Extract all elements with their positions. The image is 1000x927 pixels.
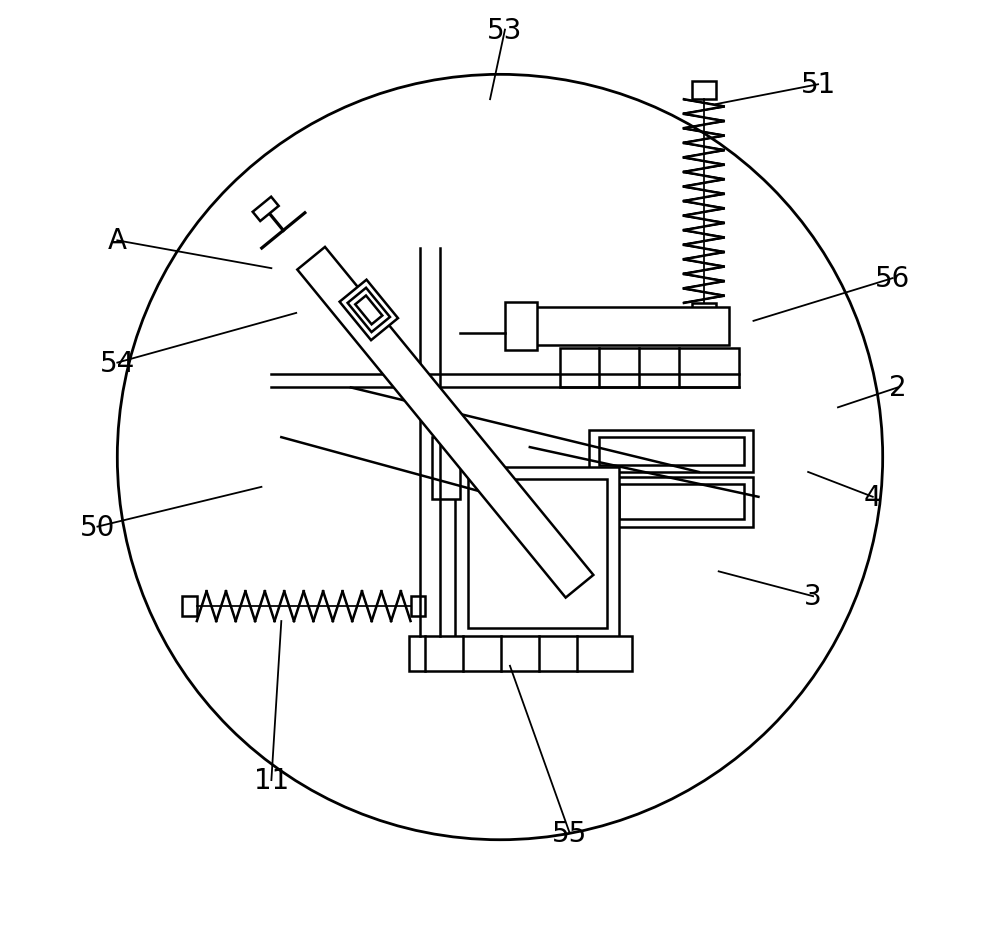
Text: 53: 53 [487,17,523,44]
Polygon shape [684,246,724,253]
Polygon shape [236,591,245,621]
Polygon shape [684,180,724,187]
Polygon shape [684,136,724,144]
Bar [535,308,729,346]
Polygon shape [381,591,391,621]
Polygon shape [297,248,593,598]
Bar [432,438,460,500]
Polygon shape [343,591,352,621]
Polygon shape [372,591,381,621]
Bar [609,477,753,527]
Text: 51: 51 [800,71,836,99]
Polygon shape [304,591,313,621]
Polygon shape [684,282,724,289]
Polygon shape [197,591,207,621]
Polygon shape [684,195,724,202]
Polygon shape [207,591,216,621]
Text: 56: 56 [875,265,910,293]
Bar [619,484,744,519]
Polygon shape [684,144,724,151]
Polygon shape [684,159,724,166]
Polygon shape [684,202,724,210]
Bar [692,304,716,322]
Bar [589,431,753,473]
Polygon shape [226,591,236,621]
Text: 4: 4 [864,483,882,512]
Bar [560,349,739,388]
Polygon shape [355,297,382,325]
Bar [455,467,619,641]
Polygon shape [265,591,275,621]
Text: 50: 50 [80,513,115,541]
Polygon shape [684,260,724,267]
Polygon shape [216,591,226,621]
Polygon shape [684,274,724,282]
Bar [409,636,632,671]
Polygon shape [333,591,343,621]
Polygon shape [275,591,284,621]
Polygon shape [684,121,724,129]
Text: 54: 54 [100,349,135,377]
Polygon shape [684,151,724,159]
Polygon shape [684,223,724,231]
Polygon shape [340,280,398,341]
Polygon shape [684,231,724,238]
Bar [182,597,197,616]
Polygon shape [684,100,724,108]
Polygon shape [684,210,724,216]
Polygon shape [684,115,724,121]
Polygon shape [245,591,255,621]
Polygon shape [255,591,265,621]
Polygon shape [294,591,304,621]
Polygon shape [684,166,724,172]
Polygon shape [684,238,724,246]
Polygon shape [684,187,724,195]
Bar [692,83,716,100]
Bar [505,302,537,350]
Text: A: A [108,227,127,255]
Polygon shape [323,591,333,621]
Polygon shape [684,129,724,136]
Polygon shape [348,288,390,333]
Polygon shape [684,253,724,260]
Polygon shape [352,591,362,621]
Bar [411,597,425,616]
Polygon shape [362,591,372,621]
Polygon shape [391,591,401,621]
Polygon shape [253,197,279,222]
Polygon shape [684,289,724,297]
Polygon shape [401,591,411,621]
Polygon shape [313,591,323,621]
Polygon shape [684,267,724,274]
Polygon shape [684,297,724,304]
Text: 11: 11 [254,767,289,794]
Text: 55: 55 [552,819,587,847]
Bar [468,479,607,629]
Text: 3: 3 [804,582,822,611]
Polygon shape [684,108,724,115]
Text: 2: 2 [889,375,906,402]
Bar [599,438,744,465]
Polygon shape [684,216,724,223]
Polygon shape [684,172,724,180]
Polygon shape [284,591,294,621]
